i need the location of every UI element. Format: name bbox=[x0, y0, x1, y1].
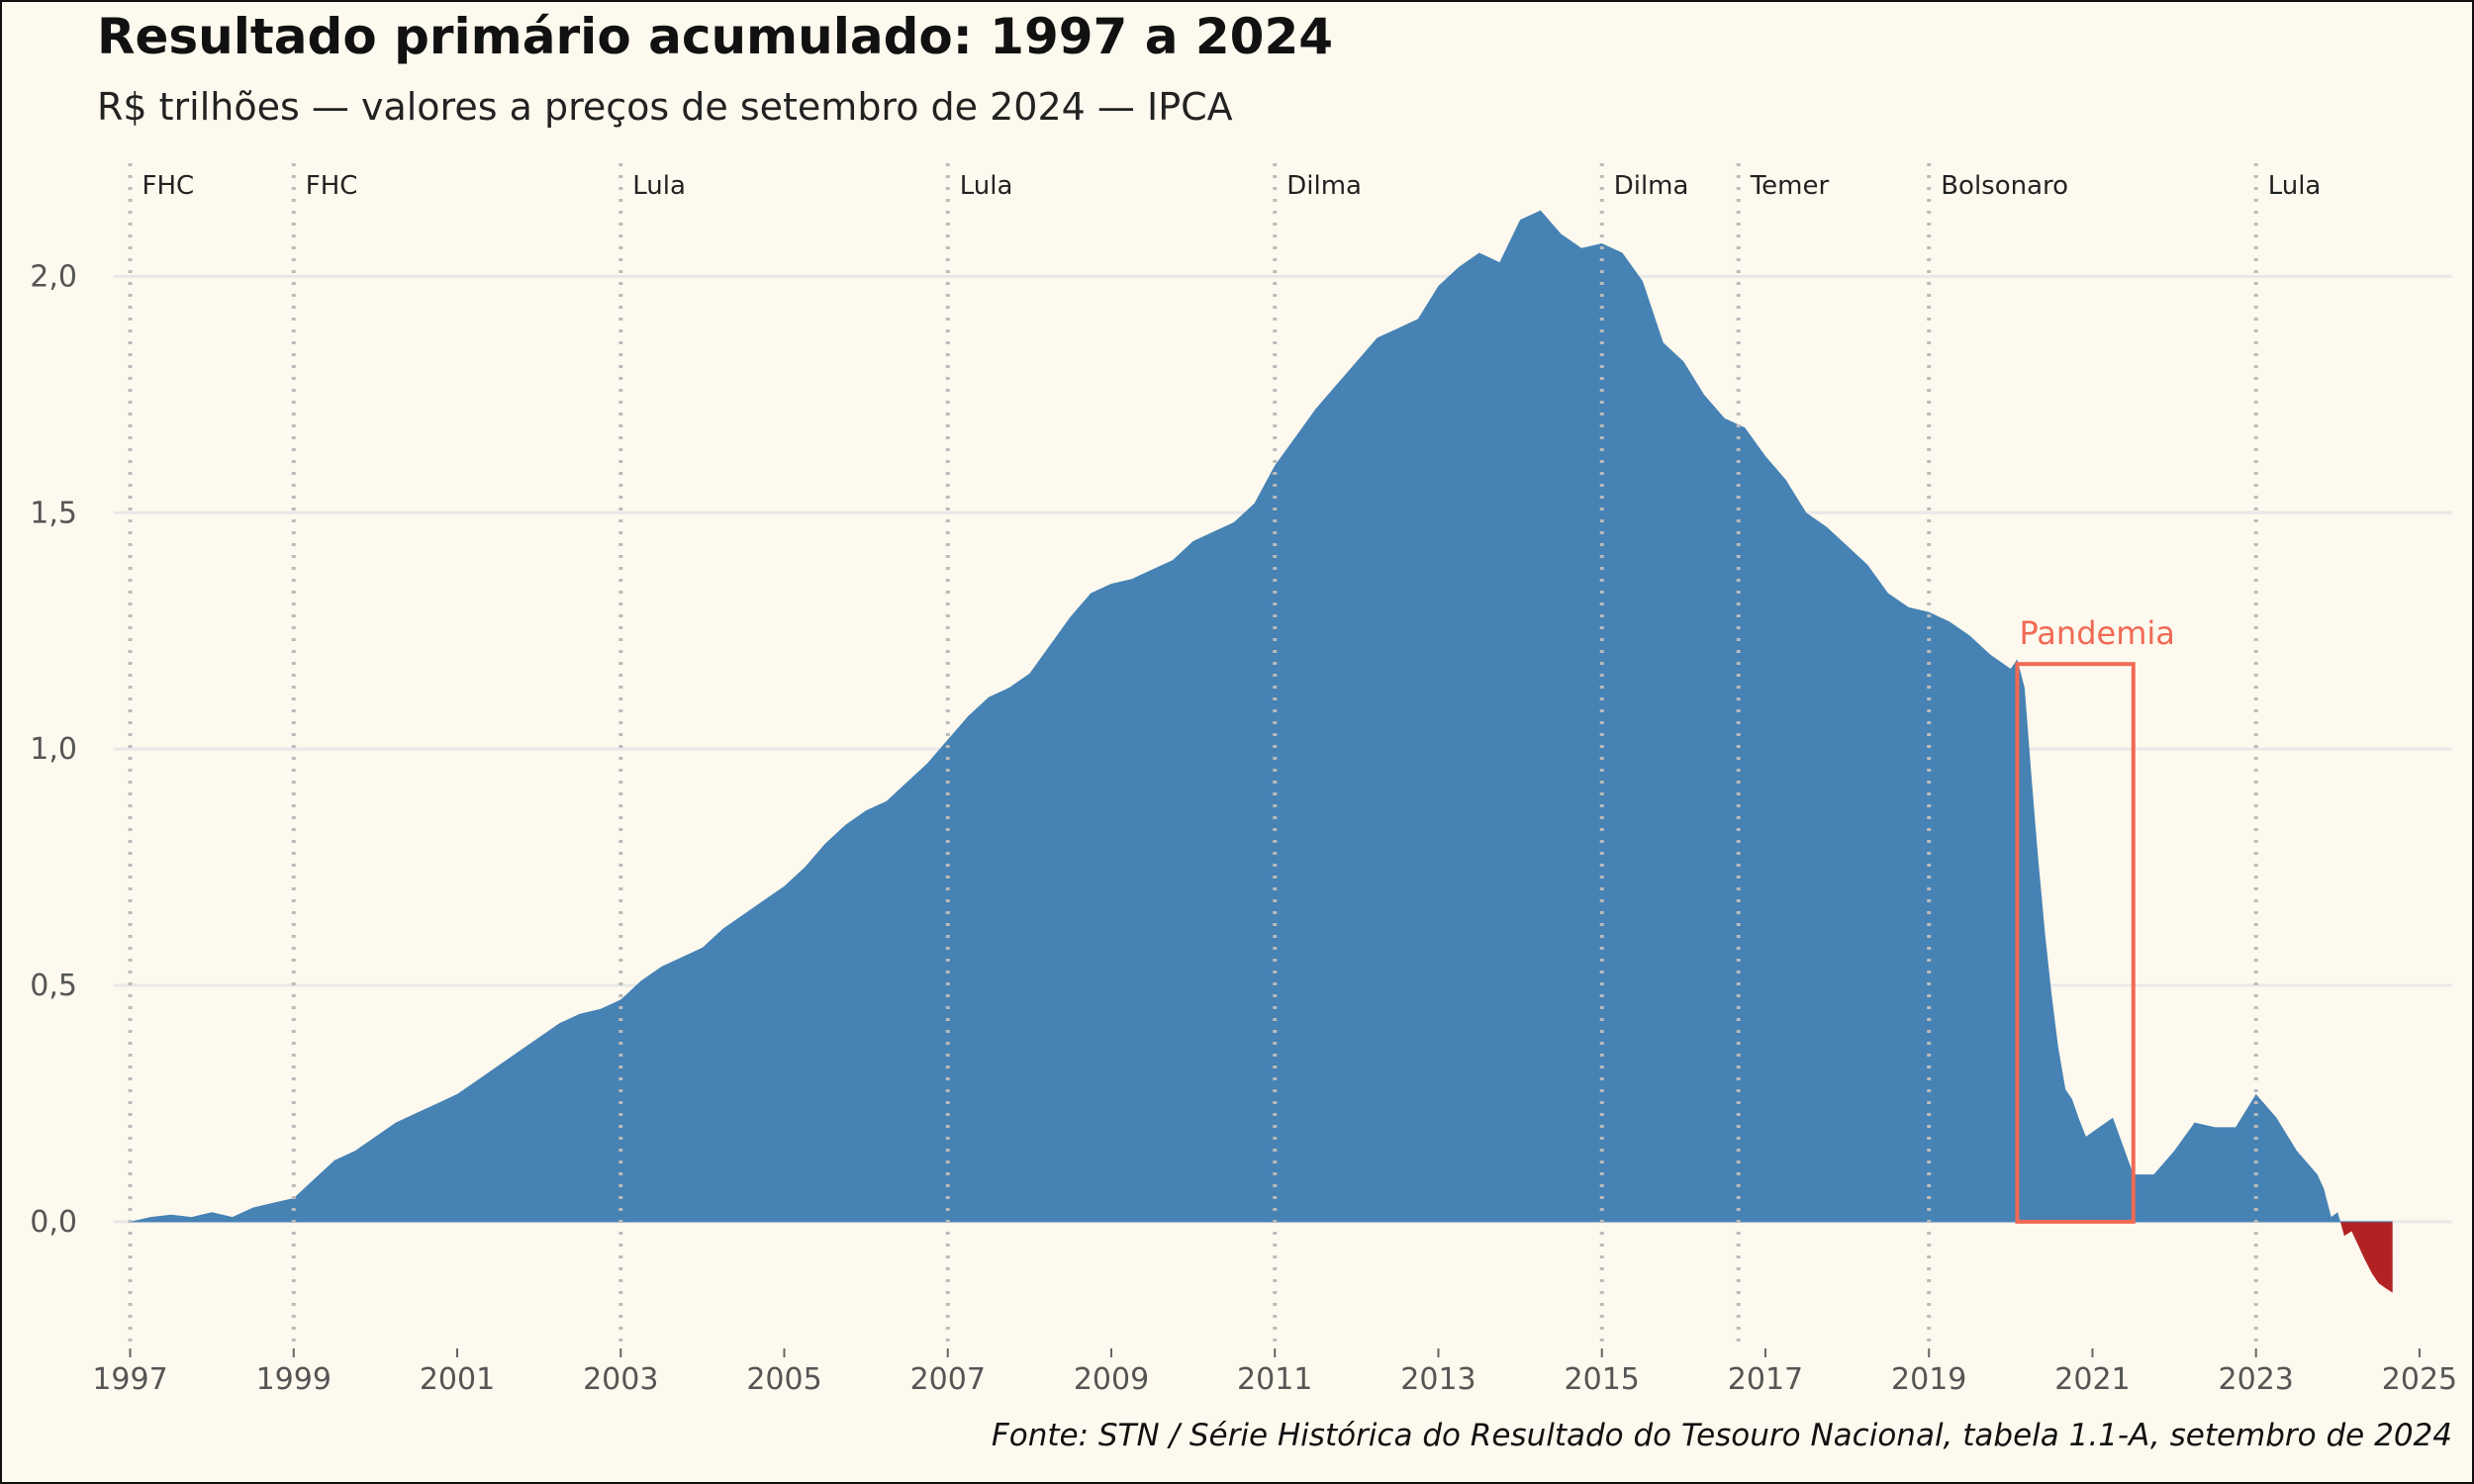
x-tick-label: 2019 bbox=[1891, 1362, 1966, 1397]
x-tick-label: 2021 bbox=[2054, 1362, 2130, 1397]
x-tick-label: 2009 bbox=[1074, 1362, 1149, 1397]
source-note: Fonte: STN / Série Histórica do Resultad… bbox=[991, 1418, 2452, 1453]
area-series bbox=[130, 210, 2393, 1293]
x-tick-label: 1997 bbox=[92, 1362, 167, 1397]
period-label: Lula bbox=[632, 171, 686, 201]
x-tick-label: 2015 bbox=[1565, 1362, 1640, 1397]
x-tick-label: 2023 bbox=[2219, 1362, 2294, 1397]
period-label: Bolsonaro bbox=[1941, 171, 2068, 201]
period-label: Temer bbox=[1750, 171, 1830, 201]
y-tick-label: 1,5 bbox=[30, 496, 77, 530]
chart-title: Resultado primário acumulado: 1997 a 202… bbox=[97, 8, 1334, 65]
x-tick-label: 2007 bbox=[910, 1362, 986, 1397]
period-label: Dilma bbox=[1286, 171, 1362, 201]
x-tick-label: 2017 bbox=[1728, 1362, 1803, 1397]
annotation-label: Pandemia bbox=[2019, 614, 2174, 652]
x-tick-label: 2005 bbox=[746, 1362, 821, 1397]
y-tick-label: 2,0 bbox=[30, 259, 77, 294]
period-label: FHC bbox=[143, 171, 195, 201]
period-label: Dilma bbox=[1614, 171, 1689, 201]
x-tick-label: 2003 bbox=[583, 1362, 658, 1397]
axis-labels: 0,0 0,5 1,0 1,5 2,0 1997 1999 2001 2003 2005 2007 2… bbox=[30, 259, 2457, 1397]
positive-area bbox=[130, 210, 2340, 1222]
y-tick-label: 0,5 bbox=[30, 969, 77, 1003]
period-dividers: FHC FHC Lula Lula Dilma Dilma Temer Bolsonaro Lu… bbox=[128, 163, 2322, 1345]
x-tick-label: 1999 bbox=[256, 1362, 332, 1397]
y-tick-label: 1,0 bbox=[30, 732, 77, 767]
period-label: Lula bbox=[960, 171, 1013, 201]
period-label: FHC bbox=[306, 171, 358, 201]
chart-subtitle: R$ trilhões — valores a preços de setemb… bbox=[97, 85, 1233, 129]
pandemia-annotation: Pandemia bbox=[2015, 614, 2175, 1224]
x-tick-label: 2013 bbox=[1400, 1362, 1475, 1397]
x-tick-label: 2001 bbox=[420, 1362, 495, 1397]
x-tick-label: 2011 bbox=[1237, 1362, 1312, 1397]
annotation-box bbox=[2015, 662, 2136, 1224]
x-tick-label: 2025 bbox=[2382, 1362, 2457, 1397]
period-label: Lula bbox=[2268, 171, 2322, 201]
y-tick-label: 0,0 bbox=[30, 1205, 77, 1240]
